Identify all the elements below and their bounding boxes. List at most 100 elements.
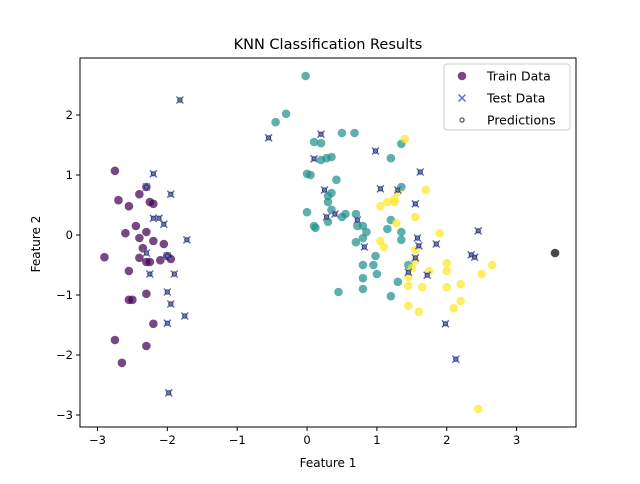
test-point <box>467 250 476 259</box>
y-axis-label: Feature 2 <box>29 216 43 273</box>
test-point <box>414 241 423 250</box>
prediction-point <box>412 255 418 261</box>
test-point <box>360 242 369 252</box>
test-point <box>322 212 331 222</box>
train-point <box>404 301 413 311</box>
train-point <box>306 170 315 180</box>
prediction-point <box>433 241 439 247</box>
prediction-point <box>184 237 190 243</box>
test-point <box>330 209 340 219</box>
test-point <box>413 233 422 243</box>
prediction-point <box>166 390 172 396</box>
test-point <box>416 167 425 177</box>
legend-prediction-marker <box>459 117 465 123</box>
prediction-point <box>412 201 418 207</box>
train-point <box>351 209 361 219</box>
test-point <box>441 319 450 328</box>
prediction-point <box>143 184 149 190</box>
train-point <box>337 128 347 138</box>
test-point <box>404 268 413 277</box>
train-point <box>456 296 466 306</box>
prediction-point <box>354 217 360 223</box>
train-point <box>358 284 368 294</box>
test-point <box>182 235 191 244</box>
train-point <box>327 152 336 162</box>
train-point <box>149 236 158 246</box>
x-tick-label: 1 <box>373 433 380 447</box>
train-point <box>397 227 406 237</box>
prediction-point <box>266 135 272 141</box>
test-point <box>411 199 420 208</box>
test-point <box>451 355 460 364</box>
prediction-point <box>147 271 153 277</box>
test-point <box>142 248 151 258</box>
train-point <box>332 175 341 185</box>
test-point <box>376 184 385 193</box>
test-point <box>316 130 326 139</box>
train-point <box>435 228 445 238</box>
prediction-point <box>324 214 330 220</box>
test-point <box>163 319 172 328</box>
test-point <box>309 154 319 163</box>
train-point <box>449 303 459 313</box>
prediction-point <box>468 252 474 258</box>
prediction-point <box>168 301 174 307</box>
train-point <box>142 289 151 299</box>
train-point <box>390 194 399 204</box>
legend-entry: Predictions <box>459 113 556 128</box>
train-point <box>358 233 368 243</box>
y-tick-label: −3 <box>56 408 73 422</box>
train-point <box>334 287 343 297</box>
prediction-point <box>164 320 170 326</box>
x-tick-label: 0 <box>303 433 310 447</box>
prediction-point <box>472 254 478 260</box>
y-tick-label: −1 <box>56 288 73 302</box>
train-point <box>442 282 452 292</box>
train-point <box>142 341 151 351</box>
train-point <box>156 255 165 265</box>
prediction-point <box>311 156 317 162</box>
train-point <box>135 253 144 263</box>
prediction-point <box>332 211 338 217</box>
train-point <box>142 227 151 237</box>
x-axis-label: Feature 1 <box>300 456 357 470</box>
train-point <box>358 273 368 283</box>
train-point <box>110 335 120 345</box>
prediction-point <box>416 243 422 249</box>
prediction-point <box>475 228 481 234</box>
train-point <box>442 266 452 276</box>
test-point <box>145 269 154 279</box>
legend-box <box>443 63 571 131</box>
test-point <box>393 185 402 195</box>
x-tick-label: −2 <box>159 433 176 447</box>
prediction-point <box>453 356 459 362</box>
prediction-point <box>168 191 174 197</box>
legend-label: Train Data <box>486 69 551 84</box>
legend-label: Predictions <box>487 113 556 128</box>
legend-train-marker <box>457 71 467 81</box>
test-point <box>149 169 158 178</box>
prediction-point <box>143 250 149 256</box>
y-tick-label: 0 <box>66 228 73 242</box>
prediction-point <box>161 221 167 227</box>
prediction-point <box>150 171 156 177</box>
test-point <box>175 95 184 105</box>
train-point <box>369 260 378 270</box>
legend-test-marker <box>457 93 467 103</box>
prediction-point <box>177 97 183 103</box>
train-point <box>392 218 401 228</box>
train-point <box>397 235 406 245</box>
legend-entry: Test Data <box>457 91 545 106</box>
train-point <box>271 117 280 127</box>
prediction-point <box>361 244 367 250</box>
train-point <box>131 221 141 231</box>
axes-frame <box>79 57 577 428</box>
test-point <box>159 220 168 229</box>
test-point <box>432 239 441 249</box>
train-point <box>487 260 497 270</box>
train-point <box>337 212 347 222</box>
chart-title: KNN Classification Results <box>234 37 423 53</box>
train-point <box>372 269 382 279</box>
